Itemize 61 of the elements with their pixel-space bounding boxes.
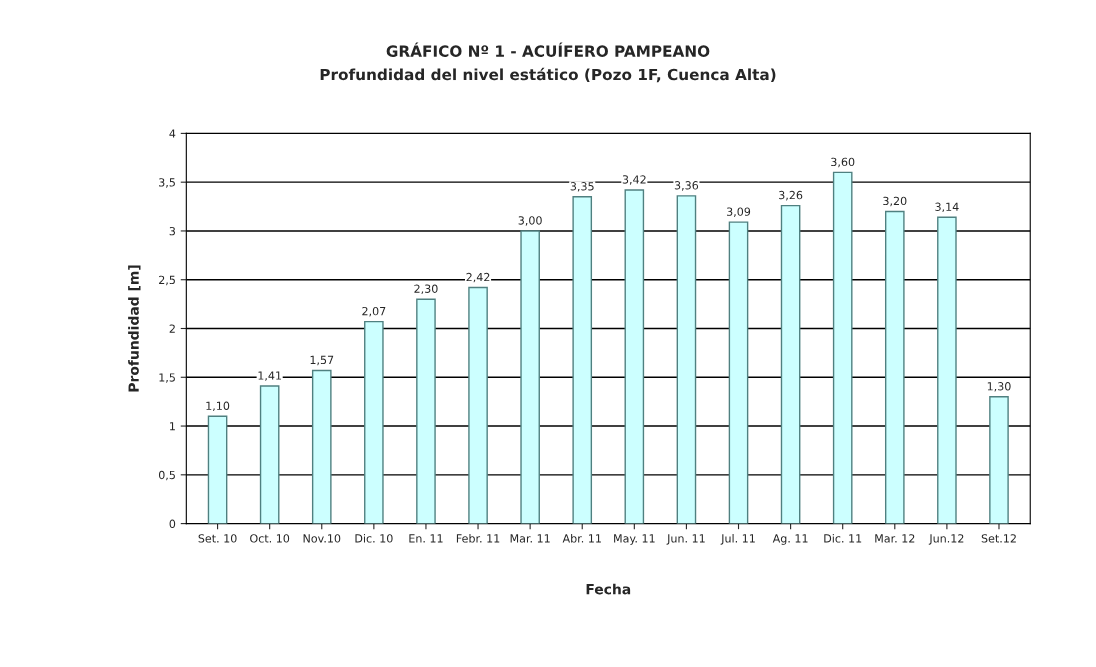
chart-subtitle: Profundidad del nivel estático (Pozo 1F, Cuenca Alta) (320, 67, 776, 83)
bar (884, 210, 905, 524)
bar (832, 171, 853, 524)
y-tick-label: 3 (169, 226, 176, 236)
bar (311, 369, 332, 524)
y-tick-label: 3,5 (159, 178, 175, 188)
data-label: 2,42 (466, 272, 490, 283)
bar (572, 196, 593, 524)
x-tick-label: Nov.10 (303, 534, 341, 543)
data-label: 2,30 (414, 284, 438, 295)
x-tick-label: Jul. 11 (720, 534, 755, 545)
data-label: 3,60 (831, 157, 855, 168)
x-tick-label: En. 11 (409, 534, 443, 543)
x-tick-label: Dic. 11 (824, 534, 862, 543)
data-label: 3,42 (622, 175, 646, 185)
bar (937, 216, 957, 524)
data-label: 1,10 (206, 401, 230, 412)
bar (676, 195, 697, 524)
data-label: 3,36 (674, 181, 699, 191)
data-label: 3,35 (570, 182, 594, 192)
chart-title: GRÁFICO Nº 1 - ACUÍFERO PAMPEANO (386, 42, 710, 57)
data-label: 1,41 (258, 371, 282, 381)
y-tick-label: 1 (170, 422, 175, 431)
y-tick-label: 1,5 (159, 373, 175, 383)
x-axis-title: Fecha (586, 583, 631, 595)
x-tick-label: Jun.12 (928, 534, 964, 545)
bar (520, 230, 540, 524)
x-tick-label: Febr. 11 (456, 534, 500, 543)
data-label: 3,14 (935, 202, 959, 213)
bar (259, 385, 280, 524)
data-label: 3,09 (726, 207, 751, 217)
x-tick-label: Ag. 11 (772, 534, 808, 545)
bar (728, 221, 749, 524)
bar (989, 396, 1009, 524)
data-label: 3,00 (518, 216, 542, 226)
x-tick-label: Set.12 (981, 534, 1016, 543)
bar (780, 204, 801, 524)
data-label: 1,57 (310, 355, 334, 366)
x-tick-label: Abr. 11 (562, 534, 601, 543)
bar (624, 189, 645, 524)
y-axis-title: Profundidad [m] (128, 265, 141, 392)
data-label: 3,20 (883, 196, 907, 207)
x-tick-label: Mar. 11 (510, 534, 550, 543)
bar (207, 415, 228, 524)
data-label: 3,26 (779, 190, 803, 201)
data-label: 1,30 (987, 382, 1011, 392)
x-tick-label: Dic. 10 (355, 534, 393, 543)
bar (364, 320, 384, 524)
y-tick-label: 2 (169, 324, 175, 333)
x-tick-label: Oct. 10 (250, 534, 290, 543)
y-tick-label: 0,5 (158, 470, 175, 481)
bar (416, 298, 436, 524)
y-tick-label: 4 (169, 129, 176, 138)
x-tick-label: May. 11 (614, 534, 655, 545)
x-tick-label: Mar. 12 (875, 534, 915, 543)
x-tick-label: Set. 10 (198, 534, 237, 543)
data-label: 2,07 (362, 306, 386, 317)
y-tick-label: 2,5 (159, 275, 175, 286)
x-tick-label: Jun. 11 (666, 534, 705, 545)
y-tick-label: 0 (169, 519, 176, 528)
bar (468, 286, 488, 524)
